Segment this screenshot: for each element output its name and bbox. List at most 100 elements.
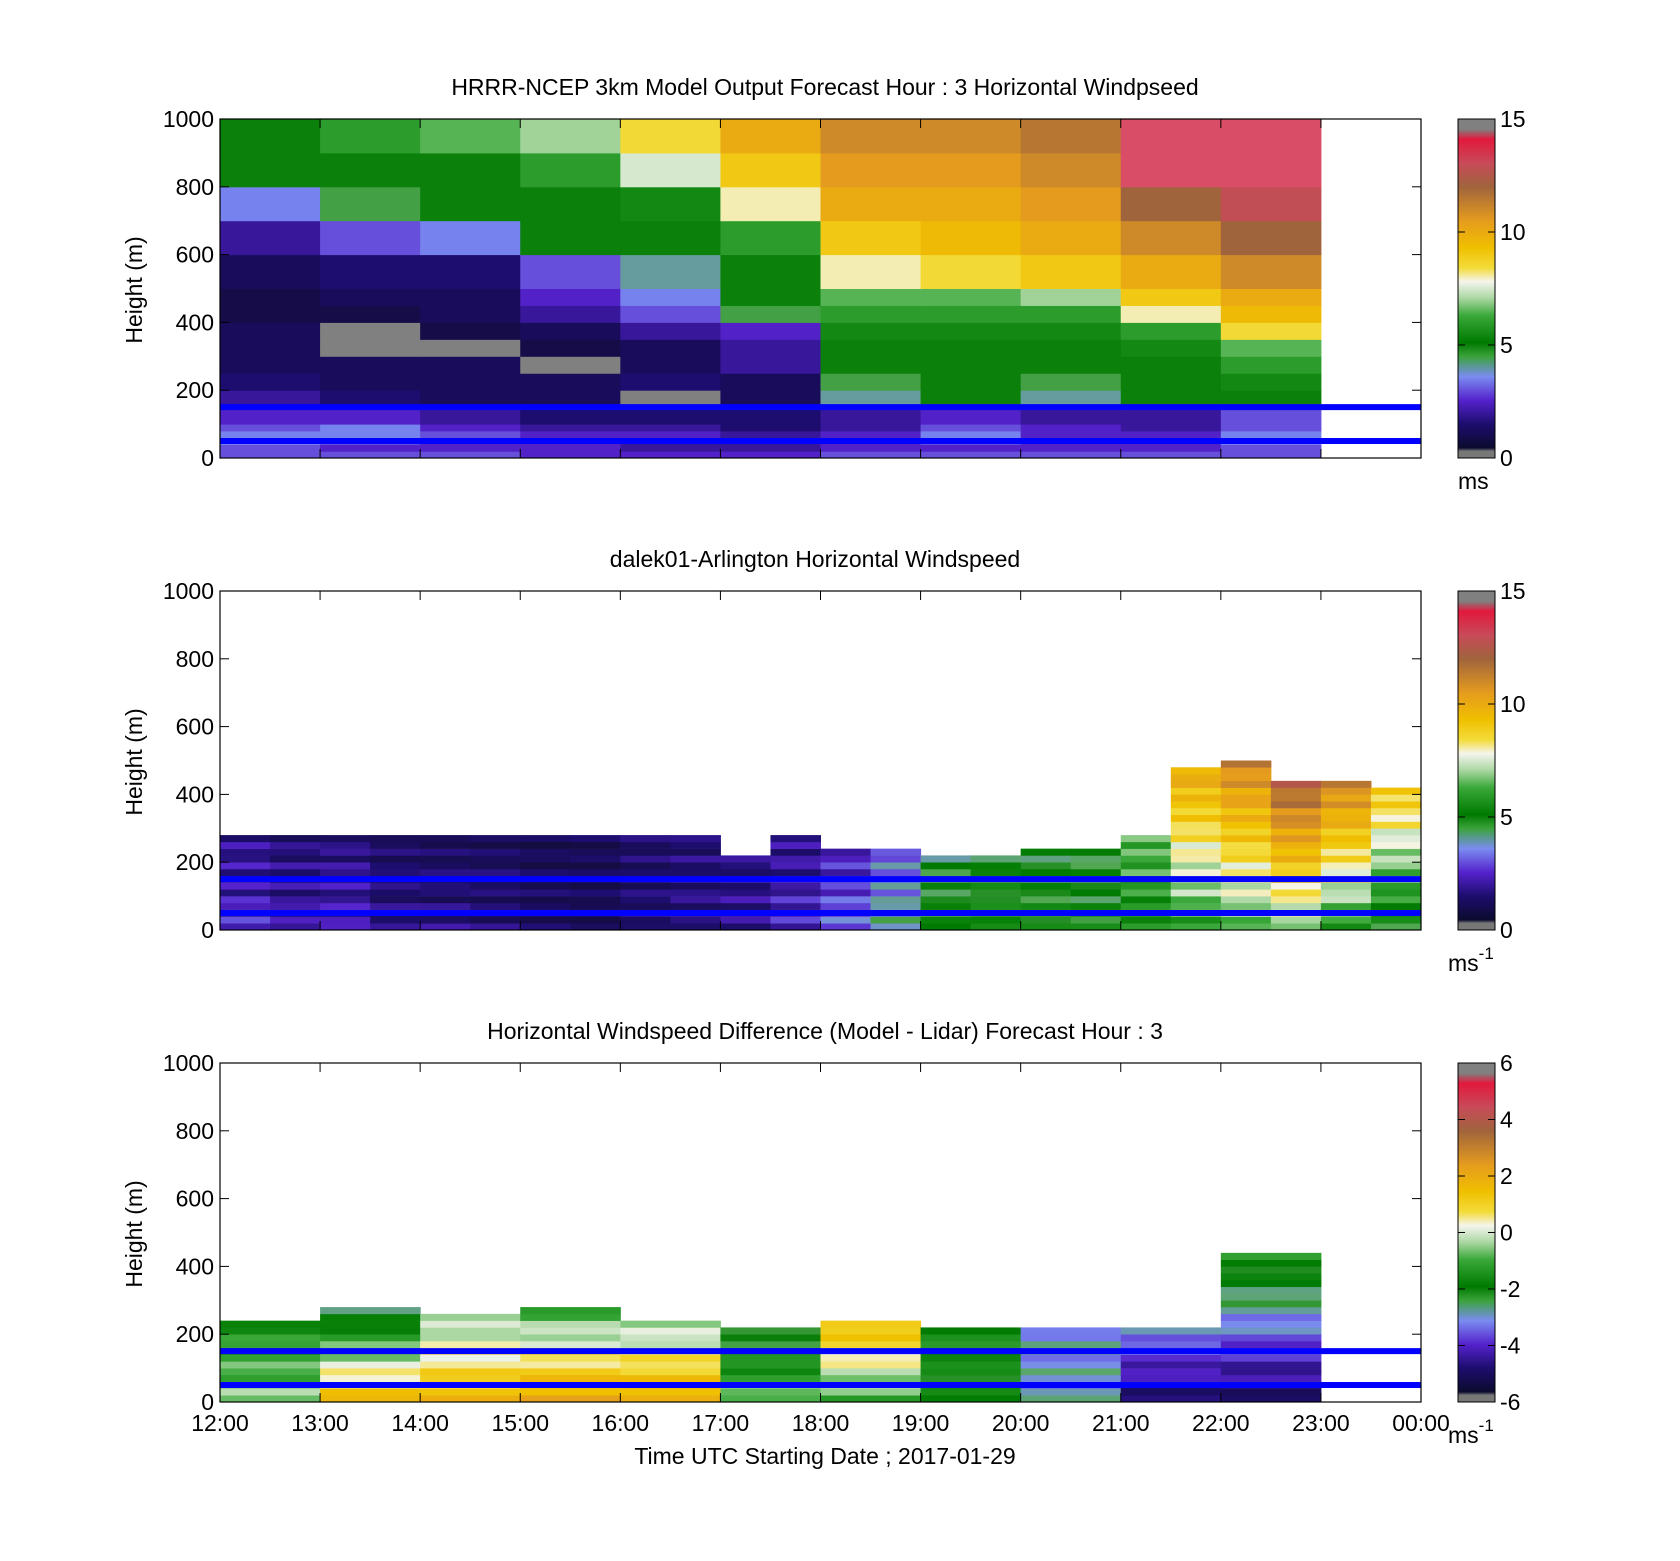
heatmap-cell	[1220, 390, 1322, 408]
heatmap-cell	[820, 339, 922, 357]
heatmap-cell	[470, 889, 521, 897]
heatmap-cell	[1020, 288, 1122, 306]
heatmap-cell	[1370, 821, 1422, 829]
heatmap-cell	[1320, 848, 1372, 856]
heatmap-cell	[370, 902, 421, 910]
panel-lidar-colorbar-bar	[1457, 590, 1496, 931]
heatmap-cell	[520, 841, 571, 849]
heatmap-cell	[970, 902, 1022, 910]
heatmap-cell	[1370, 828, 1422, 836]
heatmap-cell	[720, 119, 821, 154]
heatmap-cell	[720, 339, 821, 357]
panel-difference-colorbar-unit: ms-1	[1448, 1416, 1494, 1448]
heatmap-cell	[820, 430, 922, 439]
heatmap-cell	[520, 1327, 621, 1335]
x-tick-label: 12:00	[191, 1410, 249, 1436]
heatmap-cell	[1220, 152, 1322, 188]
heatmap-cell	[1220, 807, 1272, 816]
heatmap-cell	[520, 868, 571, 877]
panel-difference-colorbar-ticks: -6 -4 -2 0 2 4 6	[1458, 1050, 1521, 1415]
heatmap-cell	[820, 916, 872, 924]
heatmap-cell	[520, 430, 621, 439]
heatmap-cell	[470, 896, 521, 904]
y-tick-label: 200	[176, 849, 214, 875]
heatmap-cell	[520, 424, 621, 432]
heatmap-cell	[670, 896, 721, 904]
panel-lidar-reflines	[220, 876, 1421, 917]
heatmap-cell	[820, 424, 922, 432]
heatmap-cell	[220, 430, 321, 439]
heatmap-cell	[1020, 424, 1122, 432]
heatmap-cell	[1320, 835, 1372, 843]
heatmap-cell	[520, 339, 621, 357]
heatmap-cell	[570, 855, 621, 863]
heatmap-cell	[320, 407, 421, 425]
heatmap-cell	[570, 835, 621, 843]
heatmap-cell	[920, 1361, 1022, 1369]
heatmap-cell	[620, 444, 721, 452]
heatmap-cell	[820, 1374, 922, 1382]
heatmap-cell	[220, 1327, 321, 1335]
heatmap-cell	[970, 889, 1022, 897]
heatmap-cell	[520, 1334, 621, 1342]
heatmap-cell	[920, 390, 1022, 408]
x-tick-label: 22:00	[1192, 1410, 1250, 1436]
heatmap-cell	[870, 889, 922, 897]
heatmap-cell	[1120, 1395, 1222, 1403]
heatmap-cell	[1220, 451, 1322, 459]
y-tick-label: 600	[176, 242, 214, 268]
heatmap-cell	[1120, 916, 1172, 924]
heatmap-cell	[1220, 186, 1322, 222]
heatmap-cell	[1020, 390, 1122, 408]
heatmap-cell	[1170, 882, 1222, 890]
panel-model-reflines	[220, 404, 1421, 445]
heatmap-cell	[420, 254, 521, 289]
heatmap-cell	[620, 339, 721, 357]
colorbar-tick-label: 15	[1500, 106, 1526, 132]
heatmap-cell	[920, 407, 1022, 425]
heatmap-cell	[970, 882, 1022, 890]
heatmap-cell	[720, 1361, 821, 1369]
heatmap-cell	[220, 254, 321, 289]
heatmap-cell	[770, 923, 821, 931]
y-tick-label: 0	[201, 445, 214, 471]
heatmap-cell	[720, 430, 821, 439]
x-tick-label: 15:00	[491, 1410, 549, 1436]
heatmap-cell	[670, 855, 721, 863]
heatmap-cell	[420, 1361, 521, 1369]
panel-difference-colorbar: -6 -4 -2 0 2 4 6 ms-1	[1448, 1050, 1521, 1448]
colorbar-tick-label: 0	[1500, 917, 1513, 943]
heatmap-cell	[320, 424, 421, 432]
heatmap-cell	[220, 356, 321, 374]
heatmap-cell	[420, 424, 521, 432]
heatmap-cell	[1320, 868, 1372, 877]
heatmap-cell	[720, 1340, 821, 1349]
heatmap-cell	[370, 916, 421, 924]
heatmap-cell	[1320, 821, 1372, 829]
heatmap-cell	[1020, 451, 1122, 459]
heatmap-cell	[970, 916, 1022, 924]
heatmap-cell	[620, 862, 671, 870]
heatmap-cell	[1220, 767, 1272, 775]
heatmap-cell	[820, 902, 872, 910]
heatmap-cell	[520, 254, 621, 289]
heatmap-cell	[670, 882, 721, 890]
heatmap-cell	[420, 1374, 521, 1382]
heatmap-cell	[820, 288, 922, 306]
heatmap-cell	[620, 220, 721, 256]
heatmap-cell	[420, 1313, 521, 1321]
heatmap-cell	[1220, 1334, 1322, 1342]
heatmap-cell	[220, 186, 321, 222]
heatmap-cell	[320, 430, 421, 439]
heatmap-cell	[1270, 787, 1322, 795]
heatmap-cell	[1170, 780, 1222, 788]
heatmap-cell	[620, 430, 721, 439]
heatmap-cell	[1320, 807, 1372, 816]
panel-lidar-colorbar-unit: ms-1	[1448, 944, 1494, 976]
heatmap-cell	[1120, 444, 1222, 452]
heatmap-cell	[620, 186, 721, 222]
colorbar-tick-label: 5	[1500, 804, 1513, 830]
heatmap-cell	[1170, 902, 1222, 910]
heatmap-cell	[820, 1388, 922, 1396]
heatmap-cell	[220, 923, 271, 931]
